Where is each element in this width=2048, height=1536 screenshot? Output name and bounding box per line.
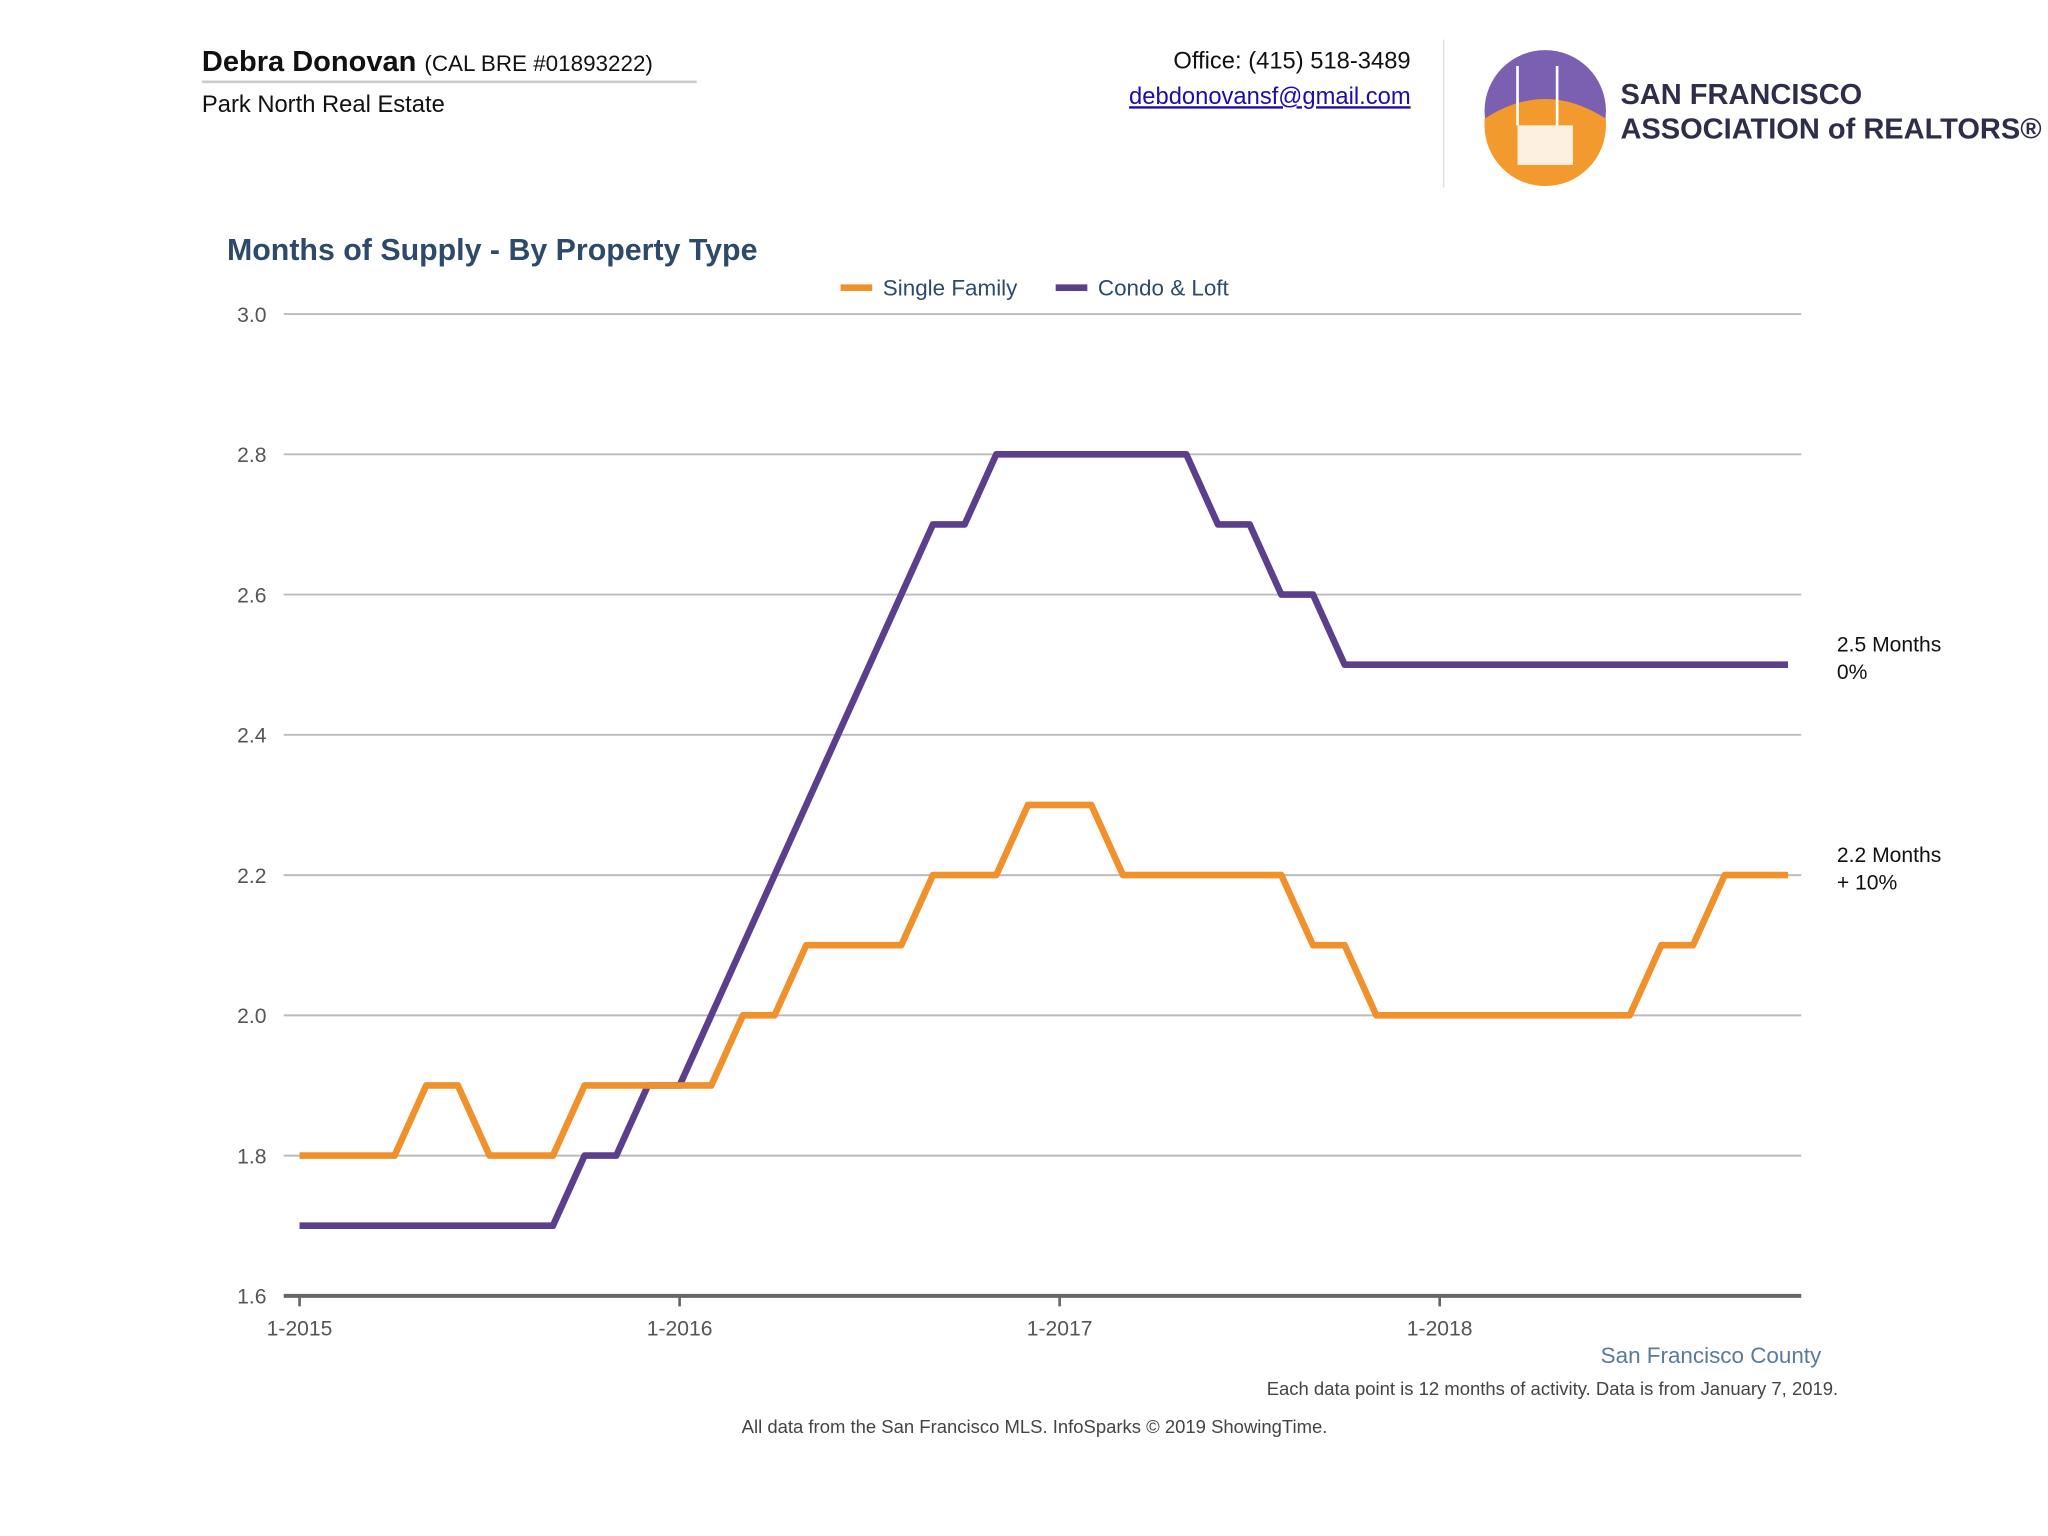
y-tick-label: 2.0 <box>237 1005 266 1028</box>
x-tick-label: 1-2017 <box>1027 1317 1093 1340</box>
y-tick-label: 2.4 <box>237 725 267 748</box>
region: San Francisco County <box>1601 1343 1822 1368</box>
email[interactable]: debdonovansf@gmail.com <box>1129 83 1411 110</box>
company: Park North Real Estate <box>202 91 445 118</box>
source: All data from the San Francisco MLS. Inf… <box>742 1416 1328 1437</box>
series-line <box>299 801 1789 1159</box>
logo-line2: ASSOCIATION of REALTORS® <box>1620 114 2041 146</box>
license: (CAL BRE #01893222) <box>424 51 653 76</box>
end-change: + 10% <box>1837 872 1898 895</box>
y-tick-label: 3.0 <box>237 304 266 327</box>
end-label: 2.2 Months <box>1837 844 1941 867</box>
end-label: 2.5 Months <box>1837 633 1941 656</box>
y-tick-label: 2.6 <box>237 584 266 607</box>
note: Each data point is 12 months of activity… <box>1267 1378 1838 1399</box>
y-tick-label: 1.8 <box>237 1145 266 1168</box>
legend-label: Condo & Loft <box>1098 276 1230 301</box>
y-tick-label: 1.6 <box>237 1286 266 1309</box>
end-change: 0% <box>1837 661 1868 684</box>
y-tick-label: 2.8 <box>237 444 266 467</box>
chart-title: Months of Supply - By Property Type <box>227 234 757 267</box>
x-tick-label: 1-2015 <box>267 1317 333 1340</box>
y-tick-label: 2.2 <box>237 865 266 888</box>
office: Office: (415) 518-3489 <box>1173 48 1410 75</box>
logo-line1: SAN FRANCISCO <box>1620 79 1862 111</box>
series-line <box>299 451 1789 1230</box>
x-tick-label: 1-2016 <box>647 1317 713 1340</box>
agent-name: Debra Donovan (CAL BRE #01893222) <box>202 46 653 78</box>
logo <box>1484 50 1606 187</box>
x-tick-label: 1-2018 <box>1407 1317 1473 1340</box>
agent-name-text: Debra Donovan <box>202 46 416 78</box>
legend-label: Single Family <box>883 276 1018 301</box>
